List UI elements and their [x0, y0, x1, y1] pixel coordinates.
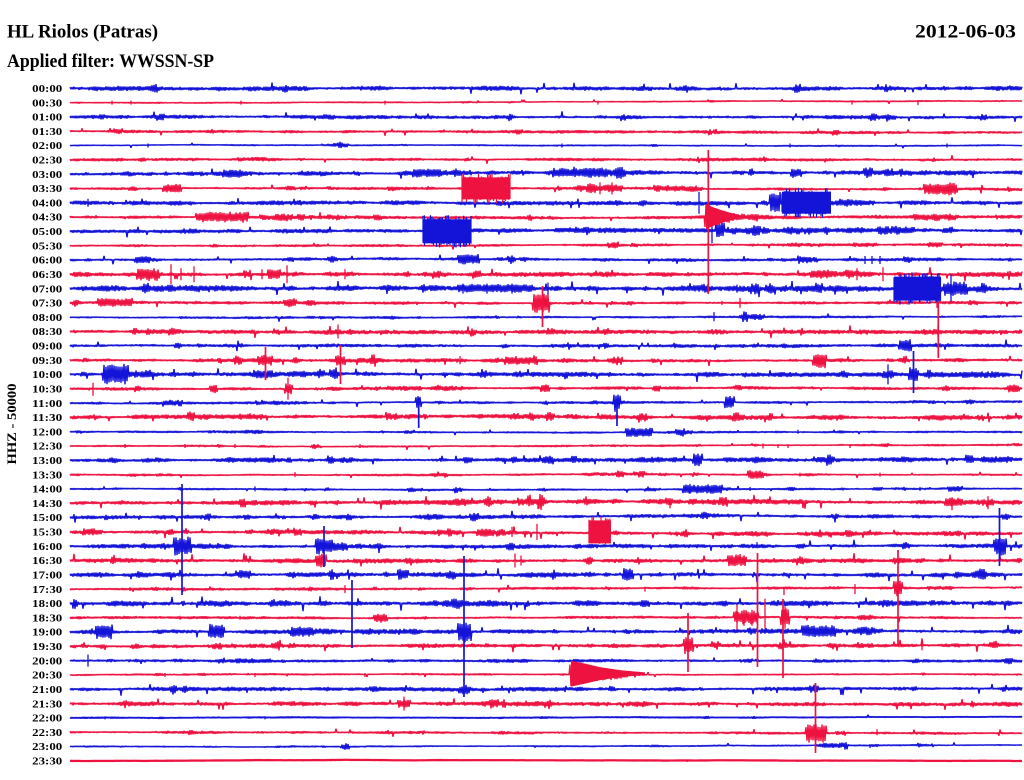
svg-text:16:30: 16:30 [32, 556, 62, 567]
svg-text:13:00: 13:00 [32, 456, 62, 467]
svg-text:08:00: 08:00 [32, 313, 62, 324]
svg-text:19:30: 19:30 [32, 642, 62, 653]
svg-text:03:30: 03:30 [32, 184, 62, 195]
svg-text:HL Riolos (Patras): HL Riolos (Patras) [7, 22, 158, 43]
svg-text:06:00: 06:00 [32, 256, 62, 267]
svg-text:02:30: 02:30 [32, 156, 62, 167]
svg-text:05:30: 05:30 [32, 241, 62, 252]
svg-text:19:00: 19:00 [32, 628, 62, 639]
svg-text:11:30: 11:30 [32, 413, 62, 424]
svg-text:18:00: 18:00 [32, 599, 62, 610]
svg-text:06:30: 06:30 [32, 270, 62, 281]
svg-text:Applied filter: WWSSN-SP: Applied filter: WWSSN-SP [7, 51, 214, 72]
svg-text:05:00: 05:00 [32, 227, 62, 238]
svg-text:12:00: 12:00 [32, 427, 62, 438]
svg-text:20:30: 20:30 [32, 671, 62, 682]
svg-text:03:00: 03:00 [32, 170, 62, 181]
svg-text:20:00: 20:00 [32, 656, 62, 667]
svg-text:10:00: 10:00 [32, 370, 62, 381]
svg-text:15:30: 15:30 [32, 528, 62, 539]
svg-text:HHZ - 50000: HHZ - 50000 [4, 384, 19, 465]
svg-text:09:00: 09:00 [32, 342, 62, 353]
svg-text:17:30: 17:30 [32, 585, 62, 596]
svg-text:00:00: 00:00 [32, 84, 62, 95]
svg-text:17:00: 17:00 [32, 571, 62, 582]
svg-text:16:00: 16:00 [32, 542, 62, 553]
svg-text:14:30: 14:30 [32, 499, 62, 510]
svg-text:21:30: 21:30 [32, 699, 62, 710]
svg-text:18:30: 18:30 [32, 613, 62, 624]
svg-text:23:30: 23:30 [32, 757, 62, 768]
svg-text:2012-06-03: 2012-06-03 [915, 22, 1016, 43]
svg-text:04:30: 04:30 [32, 213, 62, 224]
svg-text:14:00: 14:00 [32, 485, 62, 496]
svg-text:23:00: 23:00 [32, 742, 62, 753]
svg-text:10:30: 10:30 [32, 385, 62, 396]
svg-text:01:00: 01:00 [32, 113, 62, 124]
svg-text:02:00: 02:00 [32, 141, 62, 152]
svg-text:15:00: 15:00 [32, 513, 62, 524]
svg-text:04:00: 04:00 [32, 198, 62, 209]
svg-text:12:30: 12:30 [32, 442, 62, 453]
svg-text:01:30: 01:30 [32, 127, 62, 138]
svg-text:07:00: 07:00 [32, 284, 62, 295]
svg-text:09:30: 09:30 [32, 356, 62, 367]
svg-text:22:00: 22:00 [32, 714, 62, 725]
svg-text:00:30: 00:30 [32, 98, 62, 109]
svg-text:08:30: 08:30 [32, 327, 62, 338]
svg-text:22:30: 22:30 [32, 728, 62, 739]
svg-text:11:00: 11:00 [32, 399, 62, 410]
svg-text:13:30: 13:30 [32, 470, 62, 481]
svg-text:07:30: 07:30 [32, 299, 62, 310]
svg-text:21:00: 21:00 [32, 685, 62, 696]
